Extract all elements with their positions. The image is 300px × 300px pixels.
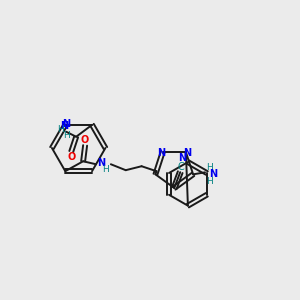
Text: H: H (57, 125, 64, 134)
Text: H: H (103, 165, 109, 174)
Text: H: H (63, 131, 70, 140)
Text: N: N (183, 148, 191, 158)
Text: N: N (62, 119, 70, 129)
Text: N: N (60, 121, 68, 131)
Text: H: H (207, 163, 213, 172)
Text: N: N (97, 158, 105, 168)
Text: O: O (67, 152, 75, 162)
Text: H: H (207, 177, 213, 186)
Text: N: N (178, 153, 186, 163)
Text: C: C (178, 162, 184, 172)
Text: N: N (158, 148, 166, 158)
Text: O: O (81, 136, 89, 146)
Text: N: N (209, 169, 217, 179)
